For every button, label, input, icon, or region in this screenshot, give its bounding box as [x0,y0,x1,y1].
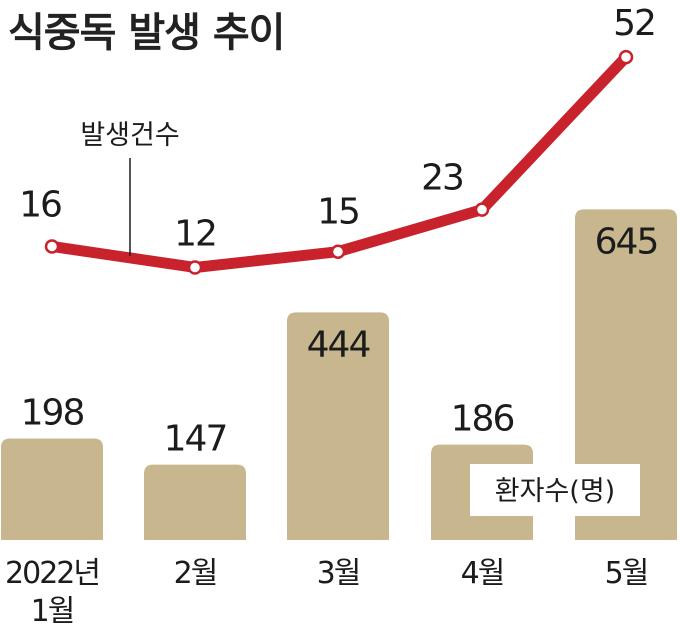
line-value-label: 52 [613,3,655,44]
category-label: 2월 [174,556,217,591]
bar [287,312,389,540]
bar [575,209,677,541]
line-series-callout: 발생건수 [80,120,179,151]
bar-value-label: 645 [595,221,658,262]
bar-value-label: 198 [21,393,84,434]
line-series [46,51,632,273]
bar [144,464,246,540]
bar [1,438,103,540]
bar-legend-background [470,464,640,516]
category-label: 5월 [605,556,648,591]
line-value-label: 23 [421,158,463,199]
line-group: 16 12 15 23 52 [19,3,657,275]
line-value-label: 15 [317,192,359,233]
line-point [187,260,203,275]
line-point [618,49,634,65]
chart-title: 식중독 발생 추이 [8,10,284,56]
bar-value-label: 444 [307,324,370,365]
line-value-label: 12 [174,213,216,254]
line-value-label: 16 [19,184,61,225]
bar-value-label: 186 [451,399,514,440]
bar-value-label: 147 [164,419,227,460]
bar-legend-label: 환자수(명) [495,476,615,507]
category-label: 3월 [317,556,360,591]
line-point [330,244,346,259]
category-label: 4월 [461,556,504,591]
line-point [474,202,490,217]
category-label: 1월 [31,594,74,629]
category-label: 2022년 [5,556,99,591]
bar-group: 198 147 444 186 645 [1,209,677,541]
line-point [44,239,60,254]
